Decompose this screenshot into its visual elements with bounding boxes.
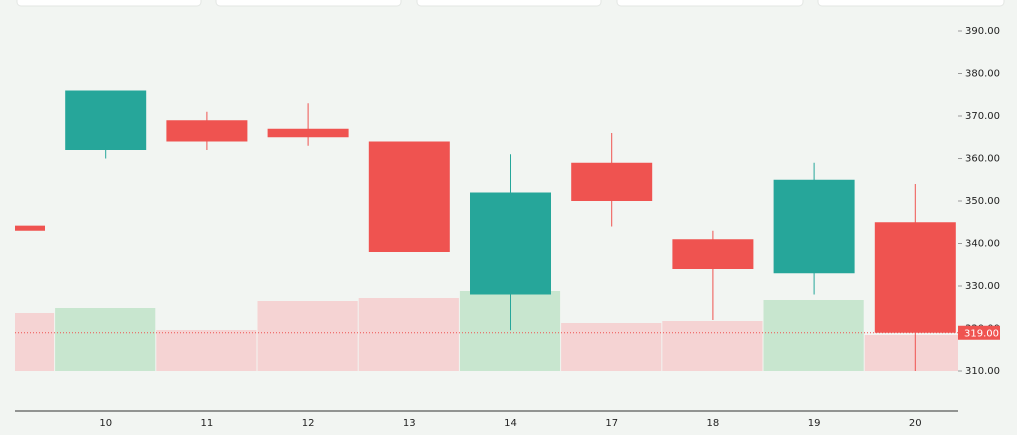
- toolbar-card: [215, 0, 402, 7]
- y-tick-label: 390.00: [965, 26, 1000, 37]
- x-tick-label: 13: [403, 418, 416, 429]
- candle-body: [65, 90, 147, 150]
- volume-bar: [662, 321, 763, 371]
- y-tick-label: 370.00: [965, 111, 1000, 122]
- volume-bar: [55, 308, 156, 371]
- toolbar-card: [16, 0, 202, 7]
- y-tick-label: 360.00: [965, 154, 1000, 165]
- toolbar-card: [416, 0, 602, 7]
- last-price-label: 319.00: [964, 328, 999, 339]
- y-tick-label: 380.00: [965, 69, 1000, 80]
- y-tick-label: 350.00: [965, 196, 1000, 207]
- x-tick-label: 19: [808, 418, 821, 429]
- candle-body: [571, 162, 653, 201]
- volume-bar: [561, 323, 662, 371]
- y-tick-label: 340.00: [965, 239, 1000, 250]
- candle-body: [15, 225, 45, 231]
- y-tick-label: 330.00: [965, 281, 1000, 292]
- x-tick-label: 10: [99, 418, 112, 429]
- candle-body: [773, 179, 855, 274]
- volume-bar: [15, 313, 55, 371]
- y-tick-label: 310.00: [965, 366, 1000, 377]
- candle-body: [267, 128, 349, 138]
- volume-bar: [257, 301, 358, 371]
- candle-body: [368, 141, 450, 252]
- candle-body: [672, 239, 754, 269]
- x-tick-label: 14: [504, 418, 517, 429]
- x-tick-label: 12: [302, 418, 315, 429]
- volume-bar: [358, 298, 459, 371]
- volume-bar: [763, 300, 864, 371]
- candle-body: [874, 222, 956, 333]
- x-tick-label: 17: [605, 418, 618, 429]
- volume-bar: [156, 330, 257, 371]
- volume-bar: [864, 335, 958, 371]
- x-tick-label: 20: [909, 418, 922, 429]
- last-price-badge: [958, 325, 1000, 340]
- x-tick-label: 11: [201, 418, 214, 429]
- x-tick-label: 18: [707, 418, 720, 429]
- candle-body: [470, 192, 551, 295]
- toolbar-card: [817, 0, 1005, 7]
- toolbar-card: [616, 0, 804, 7]
- candle-body: [166, 120, 248, 142]
